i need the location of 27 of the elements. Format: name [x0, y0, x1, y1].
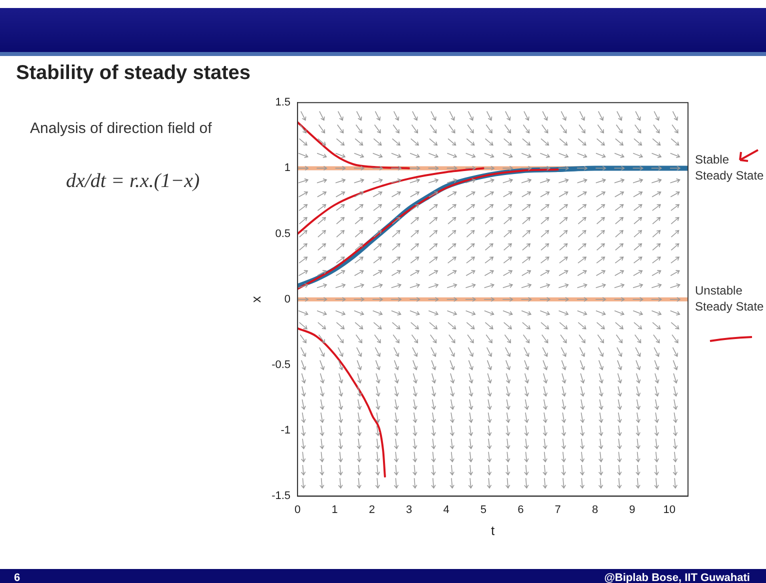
text: Analysis of direction field of [30, 120, 212, 137]
y-tick-label: 0.5 [275, 228, 291, 240]
text: dx/dt = r.x.(1−x) [66, 170, 200, 193]
ref-line-label: Unstable Steady State [695, 284, 764, 314]
x-tick-label: 0 [294, 504, 301, 516]
x-tick-label: 8 [592, 504, 598, 516]
y-tick-label: 1.5 [275, 96, 291, 109]
y-tick-label: -0.5 [272, 359, 291, 372]
x-tick-label: 4 [443, 504, 450, 516]
x-tick-label: 5 [480, 504, 487, 516]
text: 6 [14, 572, 20, 583]
y-tick-label: 1 [284, 162, 291, 174]
x-tick-label: 1 [332, 504, 338, 516]
x-tick-label: 6 [518, 504, 524, 516]
ref-line-label: Stable Steady State [695, 152, 764, 183]
text: Stability of steady states [16, 62, 251, 85]
x-axis-title: t [490, 522, 495, 538]
x-tick-label: 9 [629, 504, 636, 516]
y-tick-label: -1.5 [272, 490, 291, 502]
x-tick-label: 10 [663, 504, 676, 516]
y-tick-label: 0 [284, 293, 291, 306]
x-tick-label: 2 [368, 504, 375, 516]
x-tick-label: 3 [406, 504, 412, 516]
text: @Biplab Bose, IIT Guwahati [604, 572, 750, 583]
x-tick-label: 7 [554, 504, 561, 516]
y-axis-title: x [248, 296, 264, 303]
y-tick-label: -1 [280, 424, 291, 437]
